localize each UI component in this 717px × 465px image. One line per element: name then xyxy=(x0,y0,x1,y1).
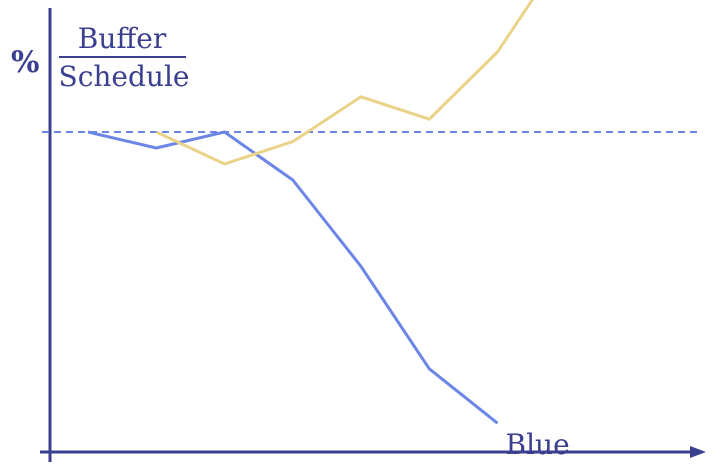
series-layer: Blue xyxy=(86,0,570,461)
y-axis-label-numerator: Buffer xyxy=(78,22,167,55)
x-axis-arrow xyxy=(690,446,706,458)
y-axis-label-prefix: % xyxy=(11,45,40,80)
y-axis-label: % Buffer Schedule xyxy=(11,22,189,93)
series-0-point xyxy=(427,367,431,371)
series-label: Blue xyxy=(506,428,570,461)
series-line-1 xyxy=(155,0,534,166)
axes xyxy=(40,8,706,462)
series-1-point xyxy=(359,95,363,99)
series-1-point xyxy=(154,130,158,134)
series-0-point xyxy=(359,264,363,268)
series-1-point xyxy=(223,162,227,166)
series-1-point xyxy=(291,140,295,144)
series-0-point xyxy=(291,178,295,182)
series-0-point xyxy=(154,146,158,150)
series-1-point xyxy=(496,50,500,54)
y-axis-label-denominator: Schedule xyxy=(59,60,190,93)
series-0-point xyxy=(496,421,500,425)
series-1-point xyxy=(427,117,431,121)
series-line-0 xyxy=(87,130,499,425)
series-0-point xyxy=(86,130,90,134)
series-0-point xyxy=(223,130,227,134)
